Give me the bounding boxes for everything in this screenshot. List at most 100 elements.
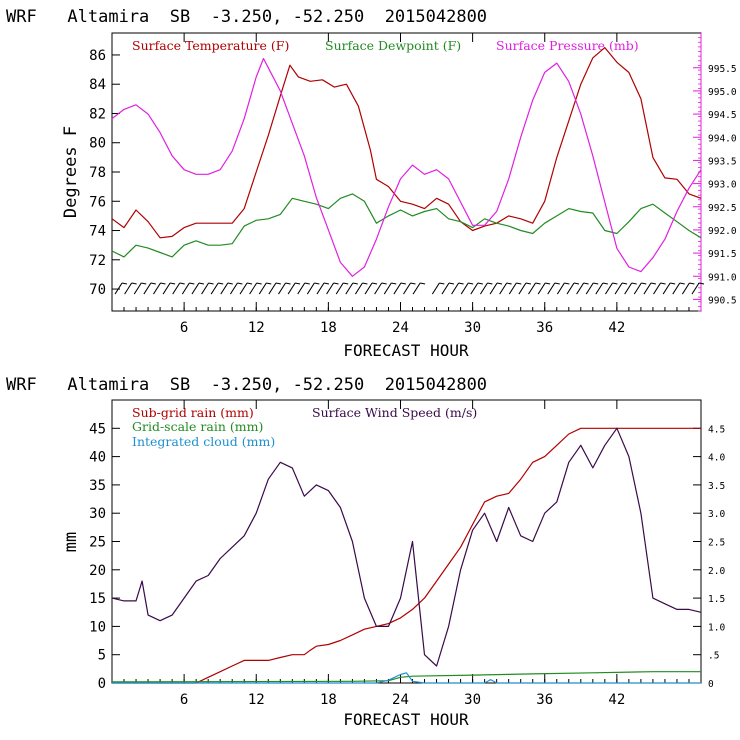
wind-barb-flag bbox=[420, 282, 426, 285]
x-tick-label: 6 bbox=[180, 320, 188, 336]
y2-tick-label: 993.5 bbox=[708, 156, 737, 167]
top-y-ticks: 70 72 74 76 78 80 82 84 86 bbox=[89, 48, 120, 298]
series-line-sub-grid-rain-mm bbox=[112, 427, 701, 684]
wind-barb-flag bbox=[593, 282, 599, 285]
wind-barb-staff bbox=[335, 282, 344, 295]
wind-barb-staff bbox=[595, 282, 604, 295]
wind-barb-staff bbox=[354, 282, 363, 295]
y-tick-label: 76 bbox=[89, 194, 106, 210]
wind-barb-staff bbox=[633, 282, 642, 295]
wind-barb-flag bbox=[535, 282, 541, 285]
y-tick-label: 45 bbox=[89, 421, 106, 437]
y2-tick-label: 4.0 bbox=[708, 453, 725, 464]
wind-barb-flag bbox=[198, 282, 205, 285]
x-tick-label: 36 bbox=[536, 320, 553, 336]
top-title: WRF Altamira SB -3.250, -52.250 20150428… bbox=[6, 7, 487, 27]
wind-barb-flag bbox=[506, 282, 512, 285]
wind-barb-staff bbox=[114, 282, 123, 295]
series-line-integrated-cloud-mm bbox=[112, 672, 701, 684]
legend-surface-temperature: Surface Temperature (F) bbox=[132, 38, 289, 53]
y2-tick-label: 2.5 bbox=[708, 538, 725, 549]
wind-barb-flag bbox=[371, 282, 378, 285]
wind-barb-staff bbox=[431, 282, 440, 295]
wind-barb-flag bbox=[333, 282, 339, 285]
wind-barb-staff bbox=[566, 282, 575, 295]
y2-tick-label: 994.0 bbox=[708, 133, 737, 144]
wind-barb-flag bbox=[698, 282, 705, 285]
wind-barb-staff bbox=[412, 282, 421, 295]
y2-tick-label: 992.5 bbox=[708, 203, 737, 214]
wind-barb-flag bbox=[410, 282, 416, 285]
y2-tick-label: 995.5 bbox=[708, 64, 737, 75]
bottom-y2-ticks: 0 .5 1.0 1.5 2.0 2.5 3.0 3.5 4.0 4.5 bbox=[693, 424, 725, 690]
y2-tick-label: 3.0 bbox=[708, 509, 725, 520]
wind-barb-staff bbox=[480, 282, 488, 295]
series-line-surface-wind-speed-m-s bbox=[111, 427, 702, 667]
x-tick-label: 36 bbox=[536, 692, 553, 708]
y2-tick-label: 1.0 bbox=[708, 622, 725, 633]
wind-barb-flag bbox=[641, 282, 647, 285]
wind-barb-staff bbox=[191, 282, 200, 295]
wind-barb-flag bbox=[381, 282, 387, 285]
x-tick-label: 6 bbox=[180, 692, 188, 708]
wind-barb-staff bbox=[297, 282, 306, 295]
wind-barb-staff bbox=[681, 282, 690, 295]
wind-barb-flag bbox=[400, 282, 406, 285]
series-line-surface-pressure-mb bbox=[111, 57, 702, 277]
wind-barb-staff bbox=[605, 282, 613, 295]
x-tick-label: 12 bbox=[248, 320, 265, 336]
wind-barbs bbox=[114, 282, 705, 295]
y2-tick-label: 4.5 bbox=[708, 424, 725, 435]
x-tick-label: 24 bbox=[392, 320, 409, 336]
wind-barb-flag bbox=[275, 282, 281, 285]
y2-tick-label: 993.0 bbox=[708, 180, 737, 191]
wind-barb-flag bbox=[496, 282, 503, 285]
y-tick-label: 82 bbox=[89, 106, 106, 122]
wind-barb-flag bbox=[237, 282, 243, 285]
wind-barb-flag bbox=[285, 282, 291, 285]
wind-barb-staff bbox=[162, 282, 171, 295]
legend-subgrid-rain: Sub-grid rain (mm) bbox=[132, 405, 254, 420]
wind-barb-staff bbox=[133, 282, 142, 295]
bottom-title: WRF Altamira SB -3.250, -52.250 20150428… bbox=[6, 375, 487, 395]
wind-barb-flag bbox=[650, 282, 657, 285]
wind-barb-flag bbox=[448, 282, 455, 285]
wind-barb-staff bbox=[585, 282, 594, 295]
wind-barb-staff bbox=[499, 282, 508, 295]
wind-barb-staff bbox=[316, 282, 325, 295]
wind-barb-staff bbox=[201, 282, 209, 295]
wind-barb-flag bbox=[689, 282, 695, 285]
wind-barb-staff bbox=[143, 282, 152, 295]
wind-barb-staff bbox=[153, 282, 161, 295]
wind-barb-staff bbox=[528, 282, 536, 295]
y2-tick-label: 992.0 bbox=[708, 226, 737, 237]
y2-tick-label: 2.0 bbox=[708, 566, 725, 577]
wind-barb-flag bbox=[391, 282, 397, 285]
y2-tick-label: 995.0 bbox=[708, 87, 737, 98]
wind-barb-staff bbox=[547, 282, 556, 295]
wind-barb-flag bbox=[160, 282, 166, 285]
wind-barb-staff bbox=[124, 282, 133, 295]
wind-barb-flag bbox=[468, 282, 474, 285]
wind-barb-staff bbox=[441, 282, 450, 295]
y-tick-label: 86 bbox=[89, 48, 106, 64]
y-tick-label: 35 bbox=[89, 478, 106, 494]
y-tick-label: 80 bbox=[89, 136, 106, 152]
x-tick-label: 24 bbox=[392, 692, 409, 708]
wind-barb-staff bbox=[662, 282, 671, 295]
y-tick-label: 30 bbox=[89, 506, 106, 522]
wind-barb-flag bbox=[121, 282, 128, 285]
temperature-panel: WRF Altamira SB -3.250, -52.250 20150428… bbox=[6, 7, 737, 360]
wind-barb-staff bbox=[306, 282, 315, 295]
wind-barb-staff bbox=[508, 282, 517, 295]
wind-barb-flag bbox=[564, 282, 570, 285]
y-tick-label: 25 bbox=[89, 535, 106, 551]
wind-barb-flag bbox=[169, 282, 176, 285]
legend-surface-dewpoint: Surface Dewpoint (F) bbox=[325, 38, 461, 53]
wind-barb-flag bbox=[660, 282, 666, 285]
x-tick-label: 42 bbox=[608, 692, 625, 708]
wind-barb-flag bbox=[602, 282, 608, 285]
wind-barb-flag bbox=[141, 282, 147, 285]
wind-barb-flag bbox=[131, 282, 137, 285]
wind-barb-staff bbox=[451, 282, 460, 295]
